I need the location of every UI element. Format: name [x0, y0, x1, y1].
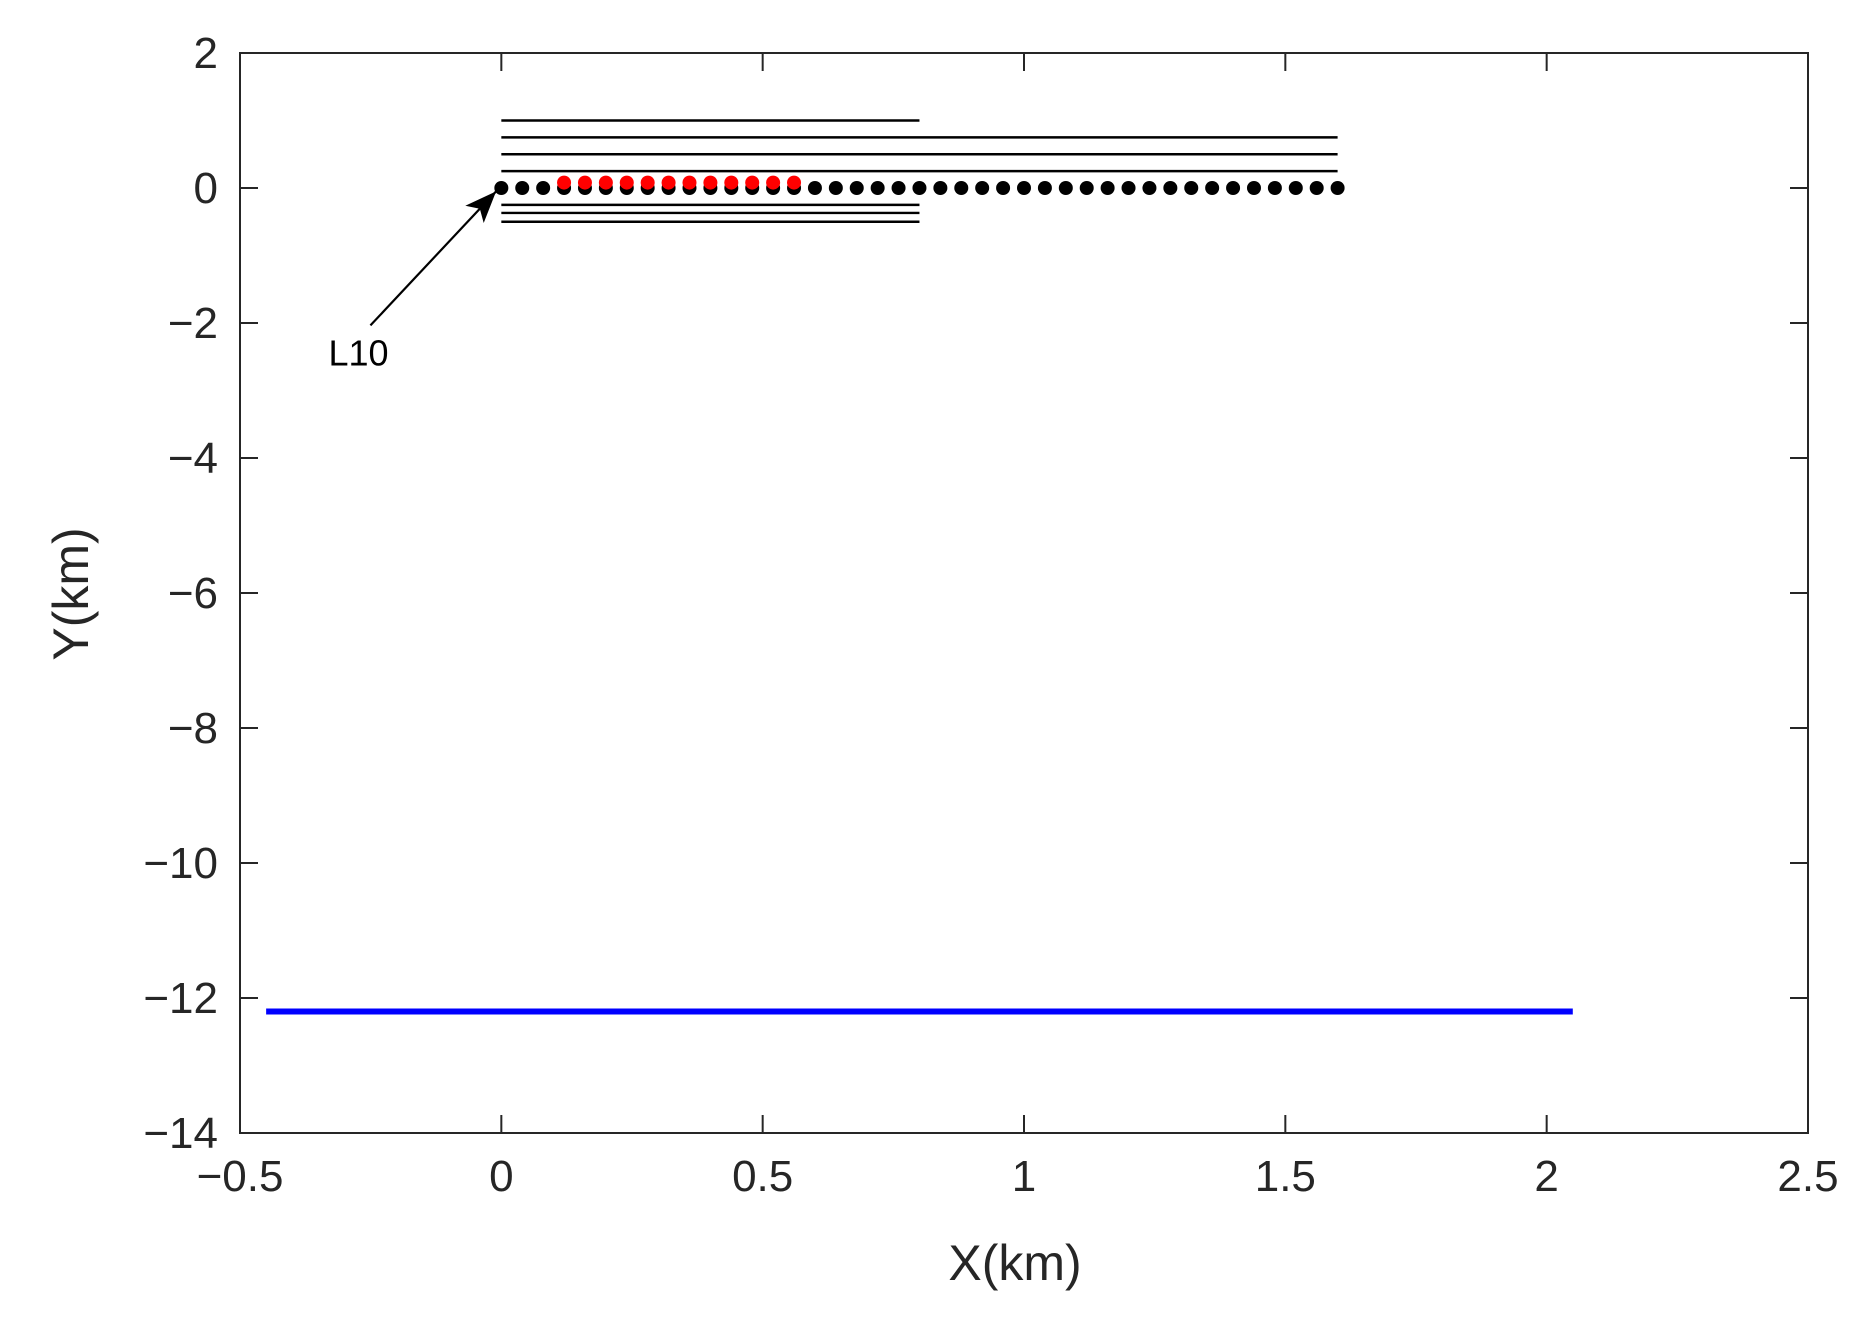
black-marker-30 [1121, 181, 1136, 195]
x-tick-label-5: 2 [1534, 1152, 1558, 1201]
black-marker-21 [933, 181, 948, 195]
black-marker-22 [954, 181, 969, 195]
black-marker-29 [1100, 181, 1115, 195]
annotation-arrow-shaft-0 [369, 190, 497, 327]
black-marker-32 [1163, 181, 1178, 195]
black-marker-33 [1184, 181, 1199, 195]
black-marker-40 [1330, 181, 1345, 195]
y-tick-label-1: 0 [194, 164, 218, 213]
red-marker-3 [619, 175, 634, 190]
y-tick-label-2: −2 [168, 299, 218, 348]
y-tick-label-5: −8 [168, 704, 218, 753]
red-marker-11 [787, 175, 802, 190]
data-markers [494, 175, 1345, 195]
y-tick-label-8: −14 [143, 1109, 218, 1158]
black-marker-23 [975, 181, 990, 195]
black-marker-26 [1037, 181, 1052, 195]
red-marker-10 [766, 175, 781, 190]
red-marker-6 [682, 175, 697, 190]
black-marker-37 [1267, 181, 1282, 195]
black-marker-36 [1246, 181, 1261, 195]
red-marker-7 [703, 175, 718, 190]
black-marker-19 [891, 181, 906, 195]
black-marker-28 [1079, 181, 1094, 195]
y-tick-label-4: −6 [168, 569, 218, 618]
black-marker-17 [849, 181, 864, 195]
y-tick-label-3: −4 [168, 434, 218, 483]
black-marker-31 [1142, 181, 1157, 195]
x-tick-label-1: 0 [489, 1152, 513, 1201]
red-marker-1 [577, 175, 592, 190]
black-marker-34 [1205, 181, 1220, 195]
black-marker-20 [912, 181, 927, 195]
reference-lines [266, 119, 1573, 1015]
annotations: L10 [328, 190, 497, 373]
black-marker-0 [494, 181, 509, 195]
annotation-label-0: L10 [328, 332, 388, 373]
red-marker-2 [598, 175, 613, 190]
y-tick-label-6: −10 [143, 839, 218, 888]
black-marker-1 [515, 181, 530, 195]
black-marker-39 [1309, 181, 1324, 195]
black-marker-16 [828, 181, 843, 195]
black-marker-18 [870, 181, 885, 195]
red-marker-4 [640, 175, 655, 190]
y-tick-label-0: 2 [194, 29, 218, 78]
y-axis-label: Y(km) [43, 527, 99, 660]
black-marker-24 [996, 181, 1011, 195]
x-tick-label-0: −0.5 [197, 1152, 284, 1201]
black-marker-38 [1288, 181, 1303, 195]
black-marker-35 [1226, 181, 1241, 195]
axes: −0.5 0 0.5 1 1.5 2 2.5 2 0 −2 −4 −6 −8 −10 −12 −14 [143, 29, 1838, 1201]
x-tick-label-4: 1.5 [1255, 1152, 1316, 1201]
x-tick-label-3: 1 [1012, 1152, 1036, 1201]
red-marker-5 [661, 175, 676, 190]
red-marker-9 [745, 175, 760, 190]
x-tick-label-2: 0.5 [732, 1152, 793, 1201]
red-marker-8 [724, 175, 739, 190]
black-marker-25 [1017, 181, 1031, 195]
annotation-arrow-head-0 [465, 191, 497, 224]
black-marker-15 [807, 181, 822, 195]
x-tick-label-6: 2.5 [1777, 1152, 1838, 1201]
y-tick-label-7: −12 [143, 974, 218, 1023]
black-marker-27 [1058, 181, 1073, 195]
red-marker-0 [557, 175, 572, 190]
x-axis-label: X(km) [948, 1235, 1081, 1291]
black-marker-2 [536, 181, 551, 195]
